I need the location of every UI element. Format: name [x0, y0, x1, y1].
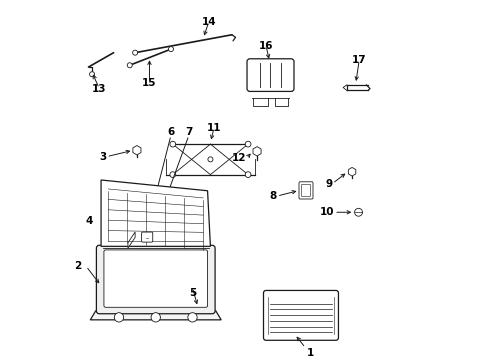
Text: 12: 12 [231, 153, 246, 163]
Text: 6: 6 [167, 127, 174, 136]
Circle shape [169, 141, 175, 147]
FancyBboxPatch shape [298, 182, 312, 199]
FancyBboxPatch shape [263, 291, 338, 340]
FancyBboxPatch shape [142, 232, 152, 242]
Circle shape [168, 46, 173, 51]
Text: 16: 16 [258, 41, 273, 50]
Circle shape [244, 172, 250, 177]
Circle shape [207, 157, 212, 162]
FancyBboxPatch shape [246, 59, 293, 91]
Text: 11: 11 [206, 123, 221, 133]
Circle shape [114, 313, 123, 322]
Text: 2: 2 [74, 261, 81, 271]
Polygon shape [101, 180, 210, 246]
Text: 4: 4 [86, 216, 93, 226]
Text: 9: 9 [325, 179, 332, 189]
Circle shape [132, 50, 137, 55]
Text: 7: 7 [185, 127, 192, 136]
Text: 14: 14 [201, 17, 216, 27]
FancyBboxPatch shape [104, 250, 207, 307]
Circle shape [169, 172, 175, 177]
Text: 1: 1 [306, 348, 314, 358]
Circle shape [151, 313, 160, 322]
Circle shape [127, 63, 132, 68]
Text: 8: 8 [269, 191, 276, 201]
Text: 13: 13 [92, 84, 106, 94]
Polygon shape [90, 311, 221, 320]
Circle shape [187, 313, 197, 322]
Circle shape [89, 72, 94, 77]
FancyBboxPatch shape [96, 245, 215, 314]
Polygon shape [128, 232, 135, 248]
Text: 17: 17 [351, 55, 366, 65]
FancyBboxPatch shape [301, 184, 310, 197]
Text: 15: 15 [142, 78, 156, 88]
Text: 5: 5 [188, 288, 196, 298]
Text: 10: 10 [319, 207, 333, 217]
Circle shape [354, 208, 362, 216]
Circle shape [244, 141, 250, 147]
Text: 3: 3 [99, 152, 106, 162]
